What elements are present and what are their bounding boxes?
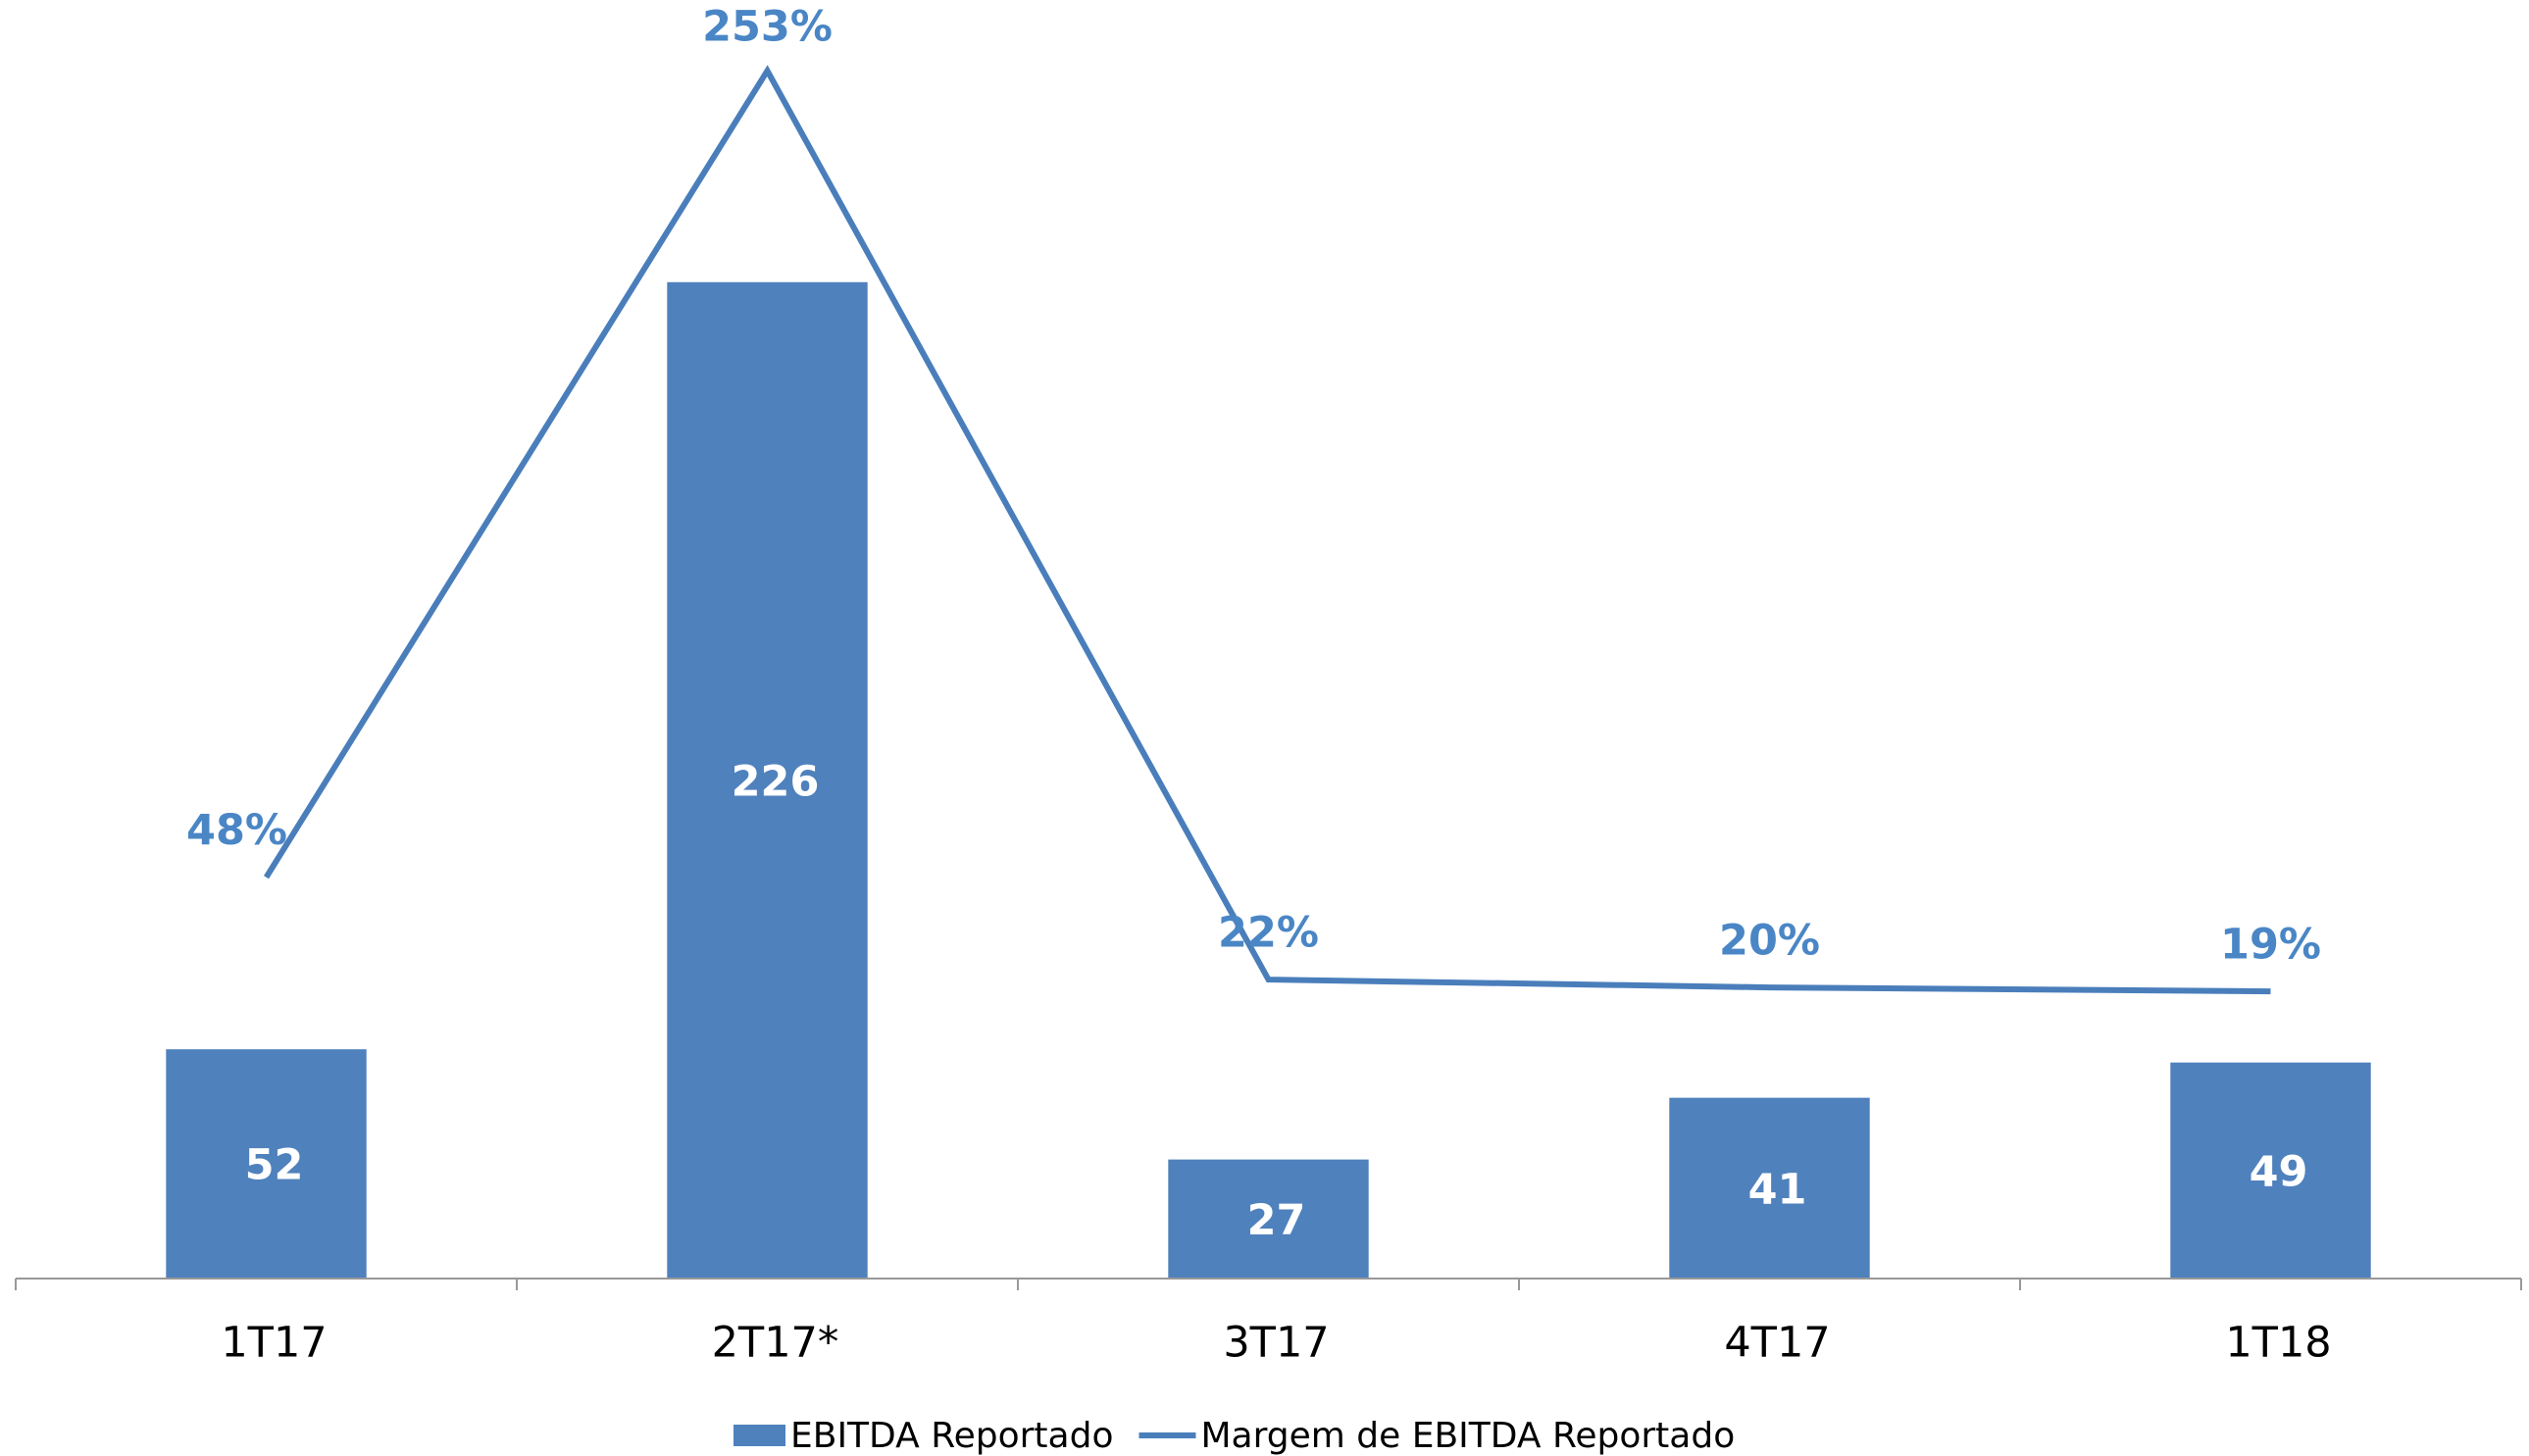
- bar-value-label: 27: [1247, 1196, 1306, 1245]
- bar: [1168, 1159, 1369, 1279]
- bar: [166, 1049, 367, 1279]
- line-value-label: 20%: [1719, 917, 1820, 966]
- bar-value-label: 226: [732, 757, 820, 806]
- bar: [2170, 1062, 2371, 1279]
- legend-label: Margem de EBITDA Reportado: [1200, 1416, 1735, 1456]
- line-value-label: 253%: [702, 3, 833, 52]
- x-tick-label: 1T18: [2225, 1319, 2331, 1368]
- line: [263, 65, 2271, 995]
- bar-value-label: 41: [1748, 1165, 1807, 1214]
- x-tick-label: 3T17: [1223, 1319, 1329, 1368]
- x-tick-label: 4T17: [1724, 1319, 1830, 1368]
- legend-label: EBITDA Reportado: [790, 1416, 1113, 1456]
- line-value-label: 48%: [186, 806, 287, 855]
- bar: [1669, 1097, 1870, 1279]
- bar-value-label: 49: [2250, 1147, 2308, 1196]
- legend-swatch: [733, 1425, 785, 1446]
- x-tick-label: 2T17*: [712, 1319, 839, 1368]
- line-value-label: 19%: [2220, 921, 2321, 970]
- x-tick-label: 1T17: [221, 1319, 327, 1368]
- bar: [667, 281, 868, 1279]
- bar-value-label: 52: [245, 1141, 304, 1190]
- line-value-label: 22%: [1218, 909, 1319, 958]
